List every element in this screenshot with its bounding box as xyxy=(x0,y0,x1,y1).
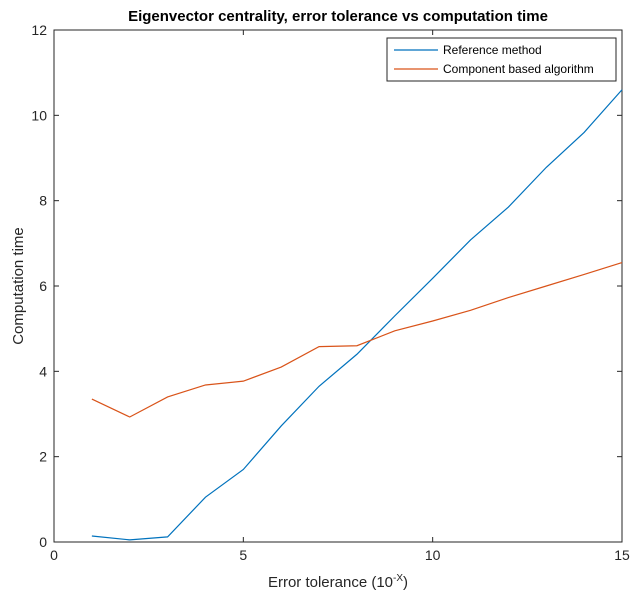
chart-title: Eigenvector centrality, error tolerance … xyxy=(128,8,548,25)
legend-label-reference: Reference method xyxy=(443,43,542,57)
x-axis-label-exponent: -X xyxy=(393,573,403,584)
x-tick-label: 5 xyxy=(239,547,247,563)
y-tick-label: 4 xyxy=(39,363,47,379)
legend-label-component: Component based algorithm xyxy=(443,62,594,76)
y-tick-label: 12 xyxy=(31,22,47,38)
y-tick-label: 2 xyxy=(39,449,47,465)
axis-ticks: 0 5 10 15 0 2 4 6 8 10 12 xyxy=(31,22,630,563)
x-axis-label: Error tolerance (10-X) xyxy=(268,573,408,591)
series-line-component-based-algorithm xyxy=(91,261,623,418)
y-tick-label: 6 xyxy=(39,278,47,294)
x-axis-label-suffix: ) xyxy=(403,574,408,591)
x-tick-label: 0 xyxy=(50,547,58,563)
y-tick-label: 8 xyxy=(39,193,47,209)
legend: Reference method Component based algorit… xyxy=(386,37,617,82)
y-axis-label: Computation time xyxy=(10,227,27,345)
y-tick-label: 0 xyxy=(39,534,47,550)
x-tick-label: 10 xyxy=(425,547,441,563)
series-lines xyxy=(91,89,623,541)
plot-area xyxy=(53,29,623,543)
x-axis-label-prefix: Error tolerance (10 xyxy=(268,574,393,591)
series-line-reference-method xyxy=(91,89,623,541)
legend-box xyxy=(386,37,617,82)
x-tick-label: 15 xyxy=(614,547,630,563)
y-tick-label: 10 xyxy=(31,107,47,123)
